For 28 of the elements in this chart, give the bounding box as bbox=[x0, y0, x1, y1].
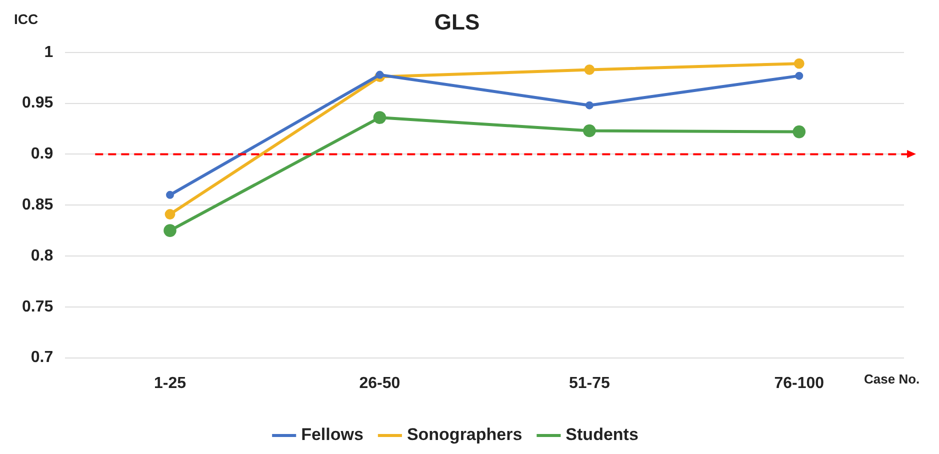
x-tick-label: 76-100 bbox=[774, 374, 824, 392]
y-tick-label: 0.95 bbox=[22, 94, 54, 112]
y-tick-label: 0.8 bbox=[30, 247, 54, 264]
legend-label: Students bbox=[566, 425, 638, 444]
y-tick-label: 0.7 bbox=[30, 349, 54, 366]
y-axis-title: ICC bbox=[14, 10, 38, 27]
x-tick-label: 1-25 bbox=[154, 374, 186, 392]
point bbox=[164, 209, 176, 220]
x-tick-label: 51-75 bbox=[568, 374, 610, 392]
x-axis-title: Case No. bbox=[864, 371, 920, 386]
point bbox=[585, 101, 594, 110]
y-tick-label: 0.85 bbox=[22, 196, 54, 214]
y-tick-label: 0.75 bbox=[22, 298, 54, 316]
point bbox=[164, 224, 176, 237]
x-tick-label: 26-50 bbox=[359, 374, 400, 392]
point bbox=[794, 58, 804, 69]
point bbox=[583, 124, 596, 138]
legend-label: Sonographers bbox=[406, 425, 522, 444]
point bbox=[166, 190, 174, 199]
chart-title: GLS bbox=[434, 9, 480, 34]
point bbox=[584, 64, 595, 75]
y-tick-label: 0.9 bbox=[30, 146, 54, 163]
point bbox=[373, 111, 386, 124]
point bbox=[792, 125, 806, 138]
y-tick-label: 1 bbox=[44, 44, 54, 61]
point bbox=[795, 72, 804, 80]
point bbox=[376, 70, 384, 79]
legend-label: Fellows bbox=[301, 425, 364, 444]
